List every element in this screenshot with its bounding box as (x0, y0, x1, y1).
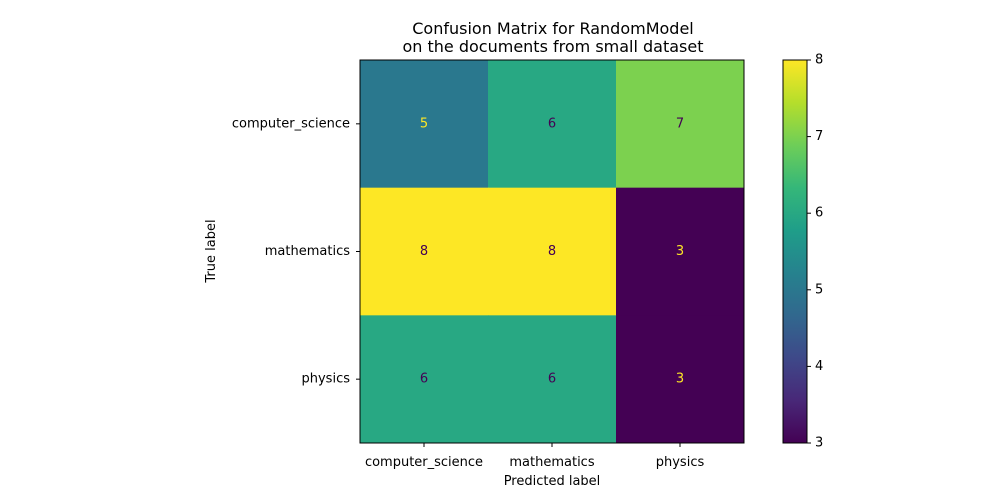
y-axis-ticks: computer_science mathematics physics (232, 116, 360, 387)
chart-title: Confusion Matrix for RandomModel on the … (402, 19, 703, 56)
colorbar-tick-label: 3 (815, 436, 823, 451)
heatmap-cell (488, 315, 617, 444)
heatmap-cell (360, 187, 489, 316)
heatmap-cell (488, 187, 617, 316)
colorbar-frame (782, 59, 808, 444)
colorbar-ticks: 3 4 5 6 7 8 (807, 53, 823, 451)
heatmap-cells (360, 60, 745, 444)
heatmap-cell (360, 315, 489, 444)
heatmap-cell-value: 6 (548, 372, 556, 387)
colorbar-tick-label: 5 (815, 282, 823, 297)
y-tick-label: computer_science (232, 116, 350, 131)
heatmap-cell (616, 187, 745, 316)
heatmap-cell-value: 3 (676, 372, 684, 387)
heatmap-cell (360, 60, 489, 189)
colorbar-tick-label: 7 (815, 129, 823, 144)
x-tick-label: computer_science (365, 455, 483, 470)
chart-title-line-1: Confusion Matrix for RandomModel (412, 19, 694, 38)
y-tick-label: physics (302, 372, 351, 387)
y-axis-label: True label (204, 219, 219, 283)
heatmap-cell-value: 3 (676, 244, 684, 259)
x-tick-label: physics (656, 455, 705, 470)
x-axis-label: Predicted label (504, 474, 601, 489)
colorbar-tick-label: 8 (815, 53, 823, 68)
heatmap-cell-value: 6 (420, 372, 428, 387)
heatmap-cell-labels: 5 6 7 8 8 3 6 6 3 (420, 116, 684, 386)
heatmap-cell (616, 60, 745, 189)
heatmap-cell-value: 6 (548, 116, 556, 131)
heatmap-cell-value: 8 (420, 244, 428, 259)
x-tick-label: mathematics (509, 455, 594, 470)
colorbar-tick-label: 4 (815, 359, 823, 374)
x-axis-ticks: computer_science mathematics physics (365, 443, 705, 470)
colorbar-tick-label: 6 (815, 206, 823, 221)
heatmap-cell-value: 5 (420, 116, 428, 131)
heatmap-cell-value: 7 (676, 116, 684, 131)
colorbar: 3 4 5 6 7 8 (782, 53, 823, 451)
heatmap-cell (616, 315, 745, 444)
heatmap-cell (488, 60, 617, 189)
y-tick-label: mathematics (265, 244, 350, 259)
chart-title-line-2: on the documents from small dataset (402, 37, 703, 56)
colorbar-gradient (783, 60, 807, 443)
heatmap-cell-value: 8 (548, 244, 556, 259)
